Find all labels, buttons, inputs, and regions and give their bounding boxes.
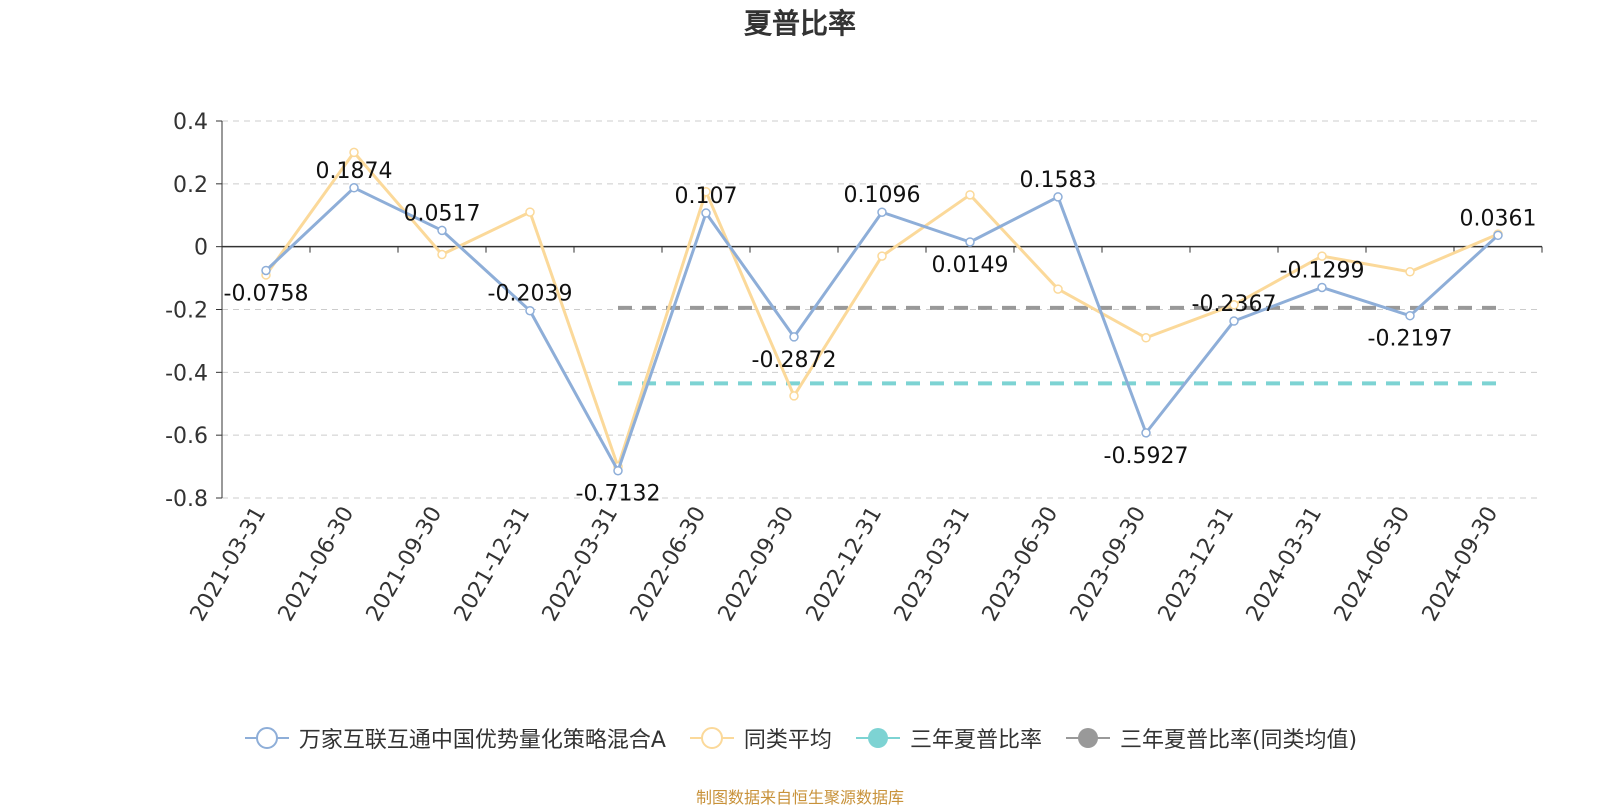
fund-data-label: -0.2039 xyxy=(488,282,573,307)
fund-data-point xyxy=(1141,428,1151,438)
x-tick-label: 2024-09-30 xyxy=(1418,503,1504,626)
y-tick-label: -0.6 xyxy=(165,424,208,449)
legend-fund-icon xyxy=(244,727,289,749)
fund-data-point xyxy=(1317,282,1327,293)
x-tick-label: 2023-09-30 xyxy=(1066,503,1152,626)
x-tick-label: 2021-06-30 xyxy=(274,503,360,626)
fund-data-label: 0.1874 xyxy=(316,159,393,184)
fund-data-label: -0.5927 xyxy=(1104,444,1189,469)
peer-average-data-point xyxy=(965,190,975,200)
legend-label-three-year-peer: 三年夏普比率(同类均值) xyxy=(1119,728,1358,753)
peer-average-data-point xyxy=(437,249,447,260)
fund-data-label: 0.1583 xyxy=(1020,168,1097,193)
x-tick-label: 2022-03-31 xyxy=(538,503,624,626)
fund-data-point xyxy=(1229,316,1239,326)
x-tick-label: 2022-09-30 xyxy=(714,503,800,626)
y-tick-label: 0 xyxy=(194,236,208,261)
x-tick-label: 2024-03-31 xyxy=(1242,503,1328,626)
legend-item-three-year[interactable]: 三年夏普比率 xyxy=(854,722,1042,754)
peer-average-data-point xyxy=(1317,251,1327,261)
fund-series-line xyxy=(264,186,1500,473)
fund-data-label: -0.7132 xyxy=(576,482,661,507)
fund-data-label: 0.1096 xyxy=(844,183,921,208)
legend-item-peer-average[interactable]: 同类平均 xyxy=(688,722,832,754)
peer-average-data-point xyxy=(349,147,359,158)
peer-average-data-point xyxy=(1053,284,1063,294)
legend-item-three-year-peer[interactable]: 三年夏普比率(同类均值) xyxy=(1064,722,1357,754)
fund-data-label: -0.0758 xyxy=(224,281,309,306)
legend-three-year-icon xyxy=(855,728,900,748)
x-tick-label: 2022-12-31 xyxy=(802,503,888,626)
fund-data-label: 0.0149 xyxy=(932,253,1009,278)
peer-average-data-point xyxy=(877,251,887,261)
fund-data-label: -0.2367 xyxy=(1192,292,1277,317)
fund-data-point xyxy=(965,237,975,247)
peer-average-data-point xyxy=(1141,333,1151,343)
x-tick-label: 2021-09-30 xyxy=(362,503,448,626)
fund-data-point xyxy=(789,332,799,342)
legend-three-year-peer-icon xyxy=(1065,728,1110,748)
peer-average-data-point xyxy=(789,391,799,401)
peer-average-data-point xyxy=(701,186,711,197)
fund-data-label: 0.107 xyxy=(675,184,738,209)
x-tick-label: 2021-03-31 xyxy=(186,503,272,626)
legend-label-peer-average: 同类平均 xyxy=(743,728,832,753)
fund-data-point xyxy=(349,183,359,193)
fund-data-label: 0.0361 xyxy=(1460,206,1537,231)
peer-average-data-point xyxy=(1229,300,1239,310)
y-tick-label: 0.2 xyxy=(173,173,208,198)
fund-data-label: 0.0517 xyxy=(404,201,481,226)
fund-data-point xyxy=(437,225,447,236)
fund-data-point xyxy=(1405,310,1415,321)
fund-data-label: -0.1299 xyxy=(1280,258,1365,283)
fund-data-point xyxy=(701,208,711,218)
y-tick-label: -0.4 xyxy=(165,361,208,386)
x-tick-label: 2023-03-31 xyxy=(890,503,976,626)
fund-data-point xyxy=(1493,230,1503,241)
legend-label-three-year: 三年夏普比率 xyxy=(909,728,1042,753)
fund-data-point xyxy=(261,265,271,276)
legend-label-fund: 万家互联互通中国优势量化策略混合A xyxy=(298,728,666,753)
chart-title: 夏普比率 xyxy=(743,7,856,40)
x-tick-label: 2022-06-30 xyxy=(626,503,712,626)
y-tick-label: 0.4 xyxy=(173,110,208,135)
fund-data-point xyxy=(525,305,535,316)
peer-average-data-point xyxy=(1405,267,1415,277)
fund-data-point xyxy=(613,465,623,476)
legend-peer-average-icon xyxy=(689,727,734,749)
x-tick-label: 2023-12-31 xyxy=(1154,503,1240,626)
legend-item-fund[interactable]: 万家互联互通中国优势量化策略混合A xyxy=(243,722,666,754)
peer-average-data-point xyxy=(525,207,535,217)
fund-data-label: -0.2872 xyxy=(752,348,837,373)
x-tick-label: 2023-06-30 xyxy=(978,503,1064,626)
source-note: 制图数据来自恒生聚源数据库 xyxy=(695,788,904,807)
fund-data-label: -0.2197 xyxy=(1368,327,1453,352)
x-tick-label: 2021-12-31 xyxy=(450,503,536,626)
x-tick-label: 2024-06-30 xyxy=(1330,503,1416,626)
fund-data-point xyxy=(877,207,887,217)
y-tick-label: -0.2 xyxy=(165,299,208,324)
fund-data-point xyxy=(1053,192,1063,202)
y-tick-label: -0.8 xyxy=(165,487,208,512)
legend: 万家互联互通中国优势量化策略混合A 同类平均 三年夏普比率 三年夏普比率(同类均… xyxy=(0,722,1600,754)
